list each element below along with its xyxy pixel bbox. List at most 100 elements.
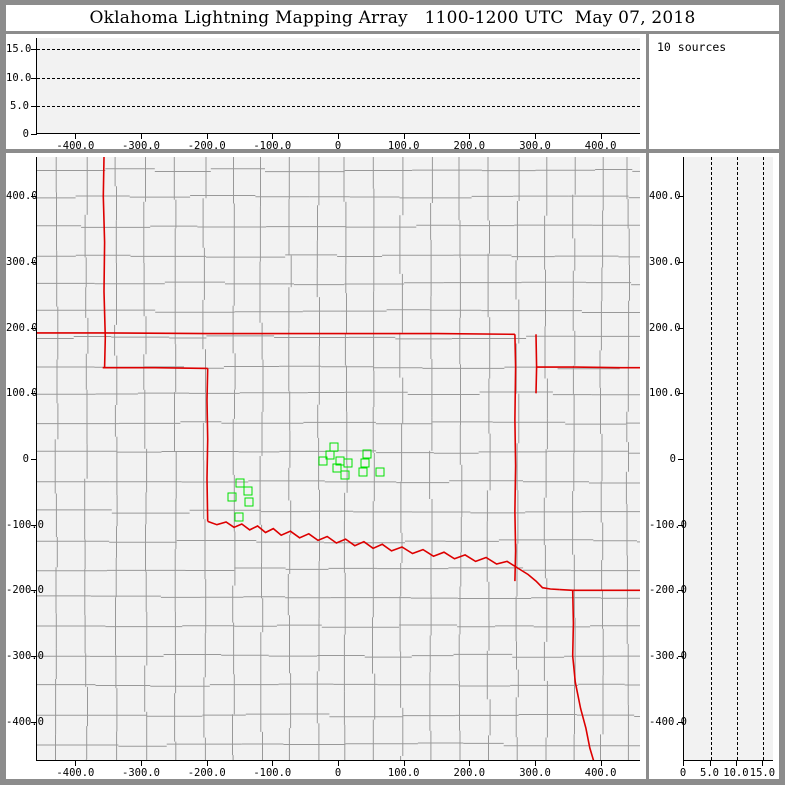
x-tick-label: 400.0	[584, 767, 617, 779]
gridline-vertical	[763, 157, 765, 760]
state-border-line	[536, 366, 640, 369]
title-bar: Oklahoma Lightning Mapping Array 1100-12…	[6, 5, 779, 31]
x-tick-label: 10.0	[723, 767, 749, 779]
x-tick-mark	[206, 134, 208, 139]
x-tick-mark	[141, 134, 142, 139]
source-marker	[332, 463, 342, 473]
y-tick-label: 0	[22, 453, 29, 465]
source-marker	[340, 470, 350, 480]
y-tick-mark	[31, 49, 37, 51]
y-tick-mark	[31, 196, 37, 198]
state-border-line	[535, 334, 538, 394]
x-tick-mark	[600, 761, 602, 766]
x-tick-mark	[735, 761, 737, 766]
gridline-horizontal	[37, 49, 640, 51]
y-tick-mark	[678, 524, 684, 526]
x-tick-label: -300.0	[122, 140, 160, 152]
y-tick-label: 0	[22, 128, 29, 140]
state-border-line	[102, 366, 208, 370]
x-tick-label: 200.0	[453, 767, 486, 779]
y-tick-mark	[678, 327, 684, 329]
page-title: Oklahoma Lightning Mapping Array 1100-12…	[89, 8, 696, 28]
y-tick-label: -200.0	[649, 584, 687, 597]
source-count-panel: 10 sources	[649, 34, 779, 149]
x-tick-label: 0	[334, 140, 342, 152]
y-tick-label: -100.0	[649, 518, 687, 531]
source-marker	[318, 456, 328, 466]
y-tick-label: 400.0	[6, 190, 38, 203]
gridline-horizontal	[37, 77, 640, 79]
x-tick-label: 300.0	[519, 767, 551, 779]
x-tick-label: -300.0	[122, 767, 160, 779]
state-border-line	[559, 588, 640, 592]
y-tick-label: 300.0	[6, 256, 38, 268]
plan-view-map-plot[interactable]	[36, 157, 640, 761]
x-tick-mark	[75, 761, 77, 766]
x-tick-mark	[535, 134, 536, 139]
y-tick-mark	[678, 721, 684, 723]
source-marker	[227, 492, 237, 502]
state-border-line	[514, 334, 517, 582]
altitude-vs-north-south-plot[interactable]	[683, 157, 773, 761]
county-and-state-map	[37, 157, 640, 760]
y-tick-mark	[31, 721, 37, 723]
state-border-line	[37, 332, 515, 336]
y-tick-label: -300.0	[6, 650, 44, 662]
x-tick-mark	[469, 761, 471, 766]
x-tick-mark	[272, 761, 274, 766]
y-tick-mark	[31, 459, 37, 460]
source-count-label: 10 sources	[657, 40, 727, 54]
y-tick-label: 100.0	[6, 387, 38, 400]
y-tick-label: 200.0	[649, 321, 681, 334]
x-tick-label: 0	[679, 767, 687, 779]
gridline-vertical	[736, 157, 738, 760]
x-tick-label: 0	[334, 767, 342, 779]
state-border-line	[206, 368, 209, 522]
x-tick-mark	[403, 761, 405, 766]
altitude-vs-north-south-panel: 0 5.0 10.0 15.0 400.0 300.0 200.0 100.0 0 -100.0 -…	[649, 153, 779, 779]
x-tick-mark	[762, 761, 764, 766]
state-border-line	[102, 157, 107, 368]
x-tick-mark	[206, 761, 208, 766]
y-tick-label: 400.0	[649, 190, 681, 203]
x-tick-mark	[141, 761, 142, 766]
x-tick-label: 300.0	[519, 140, 551, 152]
x-tick-mark	[709, 761, 711, 766]
y-tick-mark	[678, 656, 684, 657]
x-tick-mark	[469, 134, 471, 139]
x-tick-mark	[403, 134, 405, 139]
gridline-horizontal	[37, 105, 640, 107]
source-marker	[234, 512, 244, 522]
gridline-vertical	[710, 157, 712, 760]
y-tick-label: 5.0	[10, 99, 29, 112]
y-tick-label: 15.0	[6, 43, 32, 56]
x-tick-mark	[338, 134, 339, 139]
x-tick-label: -200.0	[187, 140, 226, 152]
y-tick-mark	[678, 393, 684, 395]
x-tick-mark	[535, 761, 536, 766]
state-border-line	[571, 590, 595, 760]
y-tick-label: -400.0	[649, 715, 687, 728]
y-tick-label: -200.0	[6, 584, 44, 597]
source-marker	[235, 478, 245, 488]
y-tick-mark	[31, 134, 37, 135]
y-tick-mark	[31, 327, 37, 329]
y-tick-label: 200.0	[6, 321, 38, 334]
y-tick-mark	[678, 262, 684, 263]
x-tick-label: 400.0	[584, 140, 617, 152]
y-tick-mark	[31, 77, 37, 79]
source-marker	[358, 467, 368, 477]
source-marker	[243, 486, 253, 495]
y-tick-label: -300.0	[649, 650, 687, 662]
y-tick-mark	[678, 590, 684, 592]
y-tick-label: 10.0	[6, 71, 32, 84]
x-tick-mark	[75, 134, 77, 139]
x-tick-label: -100.0	[253, 767, 292, 779]
x-tick-label: 15.0	[749, 767, 776, 779]
source-marker	[244, 497, 254, 507]
x-tick-label: 5.0	[700, 767, 719, 779]
altitude-vs-east-west-plot[interactable]	[36, 38, 640, 134]
source-marker	[343, 458, 353, 468]
plan-view-map-panel: -400.0 -300.0 -200.0 -100.0 0 100.0 200.0 300.0…	[6, 153, 646, 779]
